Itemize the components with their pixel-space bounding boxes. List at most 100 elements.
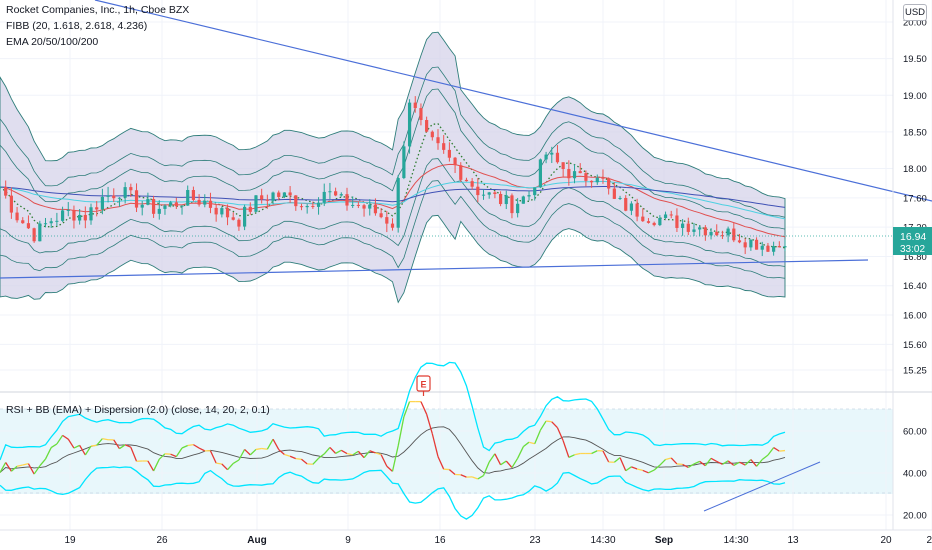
rsi-segment [750,459,758,467]
candle-body [720,235,725,237]
candle-body [407,102,412,147]
candle-body [550,152,554,155]
rsi-segment [437,456,445,470]
price-tick-label: 19.50 [903,54,927,65]
time-tick-label: Sep [655,535,673,546]
support-trendline[interactable] [0,259,869,279]
candle-body [328,191,332,193]
rsi-segment [90,444,97,447]
candle-body [373,204,378,214]
rsi-segment [722,460,729,465]
candle-body [243,206,247,227]
currency-button[interactable]: USD [903,4,927,21]
time-tick-label: 13 [787,535,799,546]
rsi-segment [517,446,524,459]
candle-body [663,214,668,218]
candle-body [743,242,747,248]
candle-body [544,154,548,160]
rsi-segment [50,443,58,449]
candle-body [95,207,99,210]
rsi-basis-line [0,426,786,474]
candle-body [777,246,781,248]
candle-body [481,194,486,196]
descending-trendline[interactable] [94,0,932,202]
rsi-segment [522,441,530,448]
symbol-title[interactable]: Rocket Companies, Inc., 1h, Cboe BZX [6,4,190,16]
candle-body [225,208,230,218]
rsi-segment [528,441,535,445]
candle-body [362,205,366,209]
candle-body [117,197,122,199]
candle-body [584,173,588,181]
candle-body [316,202,321,207]
rsi-segment [568,454,575,458]
rsi-segment [261,447,268,450]
candle-body [260,195,264,200]
candle-body [9,195,13,213]
candle-body [26,223,31,229]
candle-body [737,240,742,243]
candle-body [288,192,292,196]
price-pane[interactable] [0,0,932,304]
rsi-legend[interactable]: RSI + BB (EMA) + Dispersion (2.0) (close… [6,404,270,416]
candle-body [624,197,628,211]
rsi-segment [323,447,331,455]
candle-body [254,195,258,212]
candle-body [783,246,787,248]
candle-body [197,199,201,205]
rsi-pane[interactable] [0,361,821,520]
rsi-axis[interactable]: 60.00 40.00 20.00 [903,427,927,522]
rsi-segment [682,463,689,469]
price-tick-label: 18.00 [903,164,927,175]
candle-body [311,205,315,207]
candle-body [612,188,616,199]
time-axis[interactable]: 19 26 Aug 9 16 23 14:30 Sep 14:30 13 20 26 [64,535,932,546]
rsi-segment [505,460,513,468]
price-tick-label: 15.25 [903,366,927,377]
rsi-upper-band [0,361,786,461]
rsi-tick-label: 40.00 [903,469,927,480]
rsi-segment [198,447,206,452]
rsi-segment [613,457,621,463]
candle-body [555,152,560,163]
earnings-marker[interactable]: E [416,375,431,396]
rsi-segment [124,444,132,448]
rsi-segment [665,457,672,461]
rsi-lines [0,361,786,520]
candle-body [334,191,338,196]
rsi-segment [153,458,160,472]
candle-body [629,203,634,211]
rsi-segment [659,458,667,466]
rsi-trendline[interactable] [703,461,821,512]
candle-body [493,192,497,195]
rsi-segment [301,458,308,465]
candle-body [191,190,196,200]
earnings-marker-label: E [420,380,426,390]
candle-body [589,180,594,183]
rsi-segment [727,460,735,466]
candle-body [766,245,770,252]
candle-body [322,191,326,203]
rsi-segment [375,452,382,456]
fibb-legend[interactable]: FIBB (20, 1.618, 2.618, 4.236) [6,20,148,32]
candle-body [675,215,679,228]
time-tick-label: 14:30 [723,535,748,546]
candle-body [521,196,525,204]
rsi-segment [482,461,490,476]
candle-body [169,202,173,206]
rsi-segment [716,460,723,465]
rsi-lower-band [0,466,786,520]
candle-body [55,220,59,222]
rsi-segment [102,437,109,441]
candle-body [146,199,150,205]
candle-body [430,131,434,138]
ema-legend[interactable]: EMA 20/50/100/200 [6,36,99,48]
candle-body [533,187,537,196]
rsi-segment [653,464,661,471]
fibb-inner-line [0,88,786,230]
candle-body [425,120,429,132]
rsi-segment [648,469,655,474]
rsi-segment [27,463,35,475]
rsi-segment [488,453,496,463]
